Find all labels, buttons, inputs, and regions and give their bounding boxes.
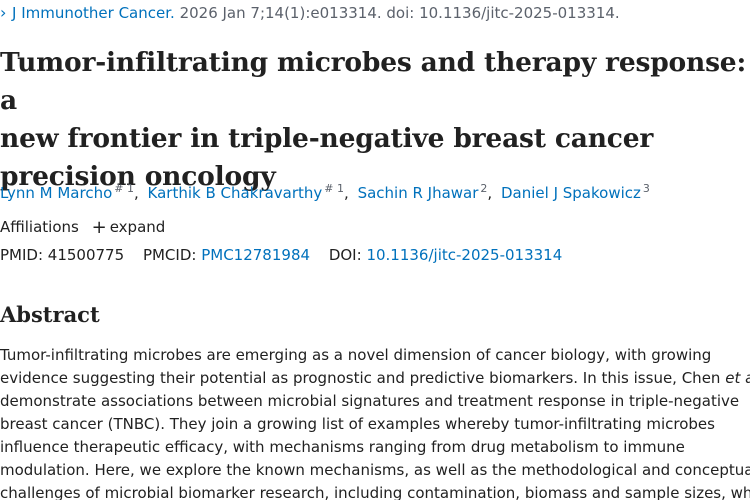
author-affiliation-ref[interactable]: # 1 [324,182,344,195]
article-title: Tumor-infiltrating microbes and therapy … [0,44,748,196]
abstract-line: modulation. Here, we explore the known m… [0,461,750,479]
author-affiliation-ref[interactable]: 2 [480,182,488,195]
author-list: Lynn M Marcho # 1, Karthik B Chakravarthy… [0,178,650,204]
pmid-value: 41500775 [47,246,125,264]
affiliations-expand-button[interactable]: + expand [91,217,166,238]
doi-link[interactable]: 10.1136/jitc-2025-013314 [366,246,563,264]
abstract-line: evidence suggesting their potential as p… [0,367,750,390]
author-affiliation-ref[interactable]: # 1 [114,182,134,195]
chevron-right-icon[interactable]: › [0,3,7,22]
pmcid-label: PMCID: [142,246,197,264]
abstract-line: breast cancer (TNBC). They join a growin… [0,415,715,433]
citation-line: › J Immunother Cancer. 2026 Jan 7;14(1):e… [0,3,620,23]
abstract-emphasis: et al [725,369,750,387]
journal-link[interactable]: J Immunother Cancer. [12,4,175,22]
citation-details: 2026 Jan 7;14(1):e013314. doi: 10.1136/j… [174,4,620,22]
author-link[interactable]: Lynn M Marcho [0,184,113,202]
pmid-label: PMID: [0,246,44,264]
author-separator: , [344,184,349,202]
abstract-heading: Abstract [0,302,100,327]
doi-label: DOI: [328,246,362,264]
author-separator: , [133,184,139,202]
pmcid-link[interactable]: PMC12781984 [201,246,311,264]
author-separator: , [487,184,493,202]
author-link[interactable]: Karthik B Chakravarthy [147,184,323,202]
abstract-line: demonstrate associations between microbi… [0,392,740,410]
identifiers-row: PMID: 41500775 PMCID: PMC12781984 DOI: 1… [0,245,562,265]
abstract-line: challenges of microbial biomarker resear… [0,484,750,500]
affiliations-row: Affiliations + expand [0,217,165,238]
plus-icon[interactable]: + [91,217,107,238]
expand-label[interactable]: expand [109,218,166,236]
abstract-text: Tumor-infiltrating microbes are emerging… [0,344,750,500]
title-line: Tumor-infiltrating microbes and therapy … [0,47,747,116]
title-line: new frontier in triple-negative breast c… [0,123,654,154]
abstract-line: Tumor-infiltrating microbes are emerging… [0,346,712,364]
author-link[interactable]: Daniel J Spakowicz [500,184,641,202]
affiliations-label: Affiliations [0,218,79,236]
title-line: precision oncology [0,161,276,192]
author-affiliation-ref[interactable]: 3 [642,182,650,195]
author-link[interactable]: Sachin R Jhawar [357,184,479,202]
abstract-line-text: evidence suggesting their potential as p… [0,369,721,387]
abstract-line: influence therapeutic efficacy, with mec… [0,438,685,456]
